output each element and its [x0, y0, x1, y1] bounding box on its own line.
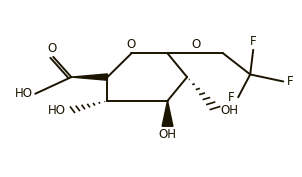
Text: F: F — [287, 75, 294, 88]
Text: O: O — [127, 38, 136, 51]
Text: OH: OH — [159, 128, 177, 141]
Text: OH: OH — [221, 104, 239, 117]
Text: HO: HO — [15, 87, 33, 100]
Text: F: F — [228, 91, 235, 104]
Text: F: F — [250, 35, 256, 48]
Text: O: O — [191, 38, 201, 51]
Text: HO: HO — [48, 104, 66, 117]
Polygon shape — [71, 74, 108, 80]
Text: O: O — [47, 42, 56, 55]
Polygon shape — [162, 101, 173, 126]
